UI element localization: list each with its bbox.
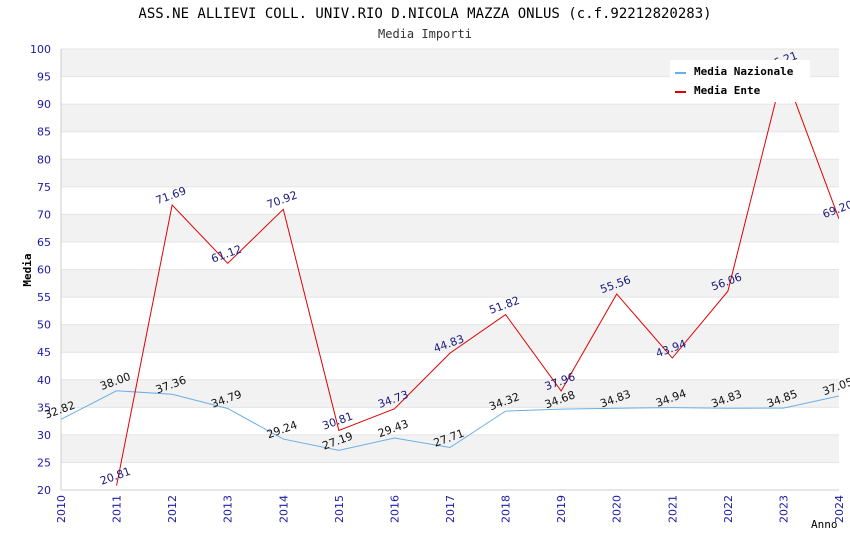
legend-label-nazionale: Media Nazionale bbox=[694, 65, 794, 78]
y-tick-label: 90 bbox=[37, 98, 51, 111]
x-tick-label: 2023 bbox=[777, 495, 790, 523]
x-tick-label: 2016 bbox=[388, 495, 401, 523]
y-tick-label: 85 bbox=[37, 126, 51, 139]
y-tick-label: 35 bbox=[37, 401, 51, 414]
y-tick-label: 80 bbox=[37, 153, 51, 166]
x-tick-label: 2021 bbox=[666, 495, 679, 523]
x-tick-label: 2019 bbox=[555, 495, 568, 523]
legend: Media Nazionale Media Ente bbox=[670, 60, 810, 102]
y-tick-label: 65 bbox=[37, 236, 51, 249]
y-axis-title: Media bbox=[21, 253, 34, 286]
x-tick-label: 2010 bbox=[55, 495, 68, 523]
y-tick-label: 55 bbox=[37, 291, 51, 304]
series-lines bbox=[61, 68, 839, 486]
y-tick-label: 60 bbox=[37, 264, 51, 277]
grid-band bbox=[61, 324, 839, 353]
x-axis-title: Anno bbox=[811, 518, 838, 531]
x-tick-label: 2024 bbox=[833, 495, 846, 523]
x-axis-ticks: 2010 2011 2012 2013 2014 2015 2016 2017 2018 2019… bbox=[55, 495, 846, 523]
grid-band bbox=[61, 434, 839, 463]
grid-band bbox=[61, 104, 839, 132]
grid-band bbox=[61, 269, 839, 298]
y-tick-label: 50 bbox=[37, 319, 51, 332]
legend-box bbox=[670, 60, 810, 102]
chart-subtitle: Media Importi bbox=[378, 27, 472, 41]
y-tick-label: 25 bbox=[37, 456, 51, 469]
grid-band bbox=[61, 186, 839, 215]
y-tick-label: 30 bbox=[37, 429, 51, 442]
grid-band bbox=[61, 297, 839, 325]
y-tick-label: 45 bbox=[37, 346, 51, 359]
grid-band bbox=[61, 131, 839, 160]
y-tick-label: 95 bbox=[37, 71, 51, 84]
series-line-media-ente bbox=[116, 68, 839, 486]
grid-band bbox=[61, 379, 839, 408]
grid-band bbox=[61, 159, 839, 187]
x-tick-label: 2022 bbox=[722, 495, 735, 523]
y-tick-label: 70 bbox=[37, 208, 51, 221]
x-tick-label: 2020 bbox=[611, 495, 624, 523]
y-tick-label: 20 bbox=[37, 484, 51, 497]
grid-bands bbox=[61, 49, 839, 490]
y-tick-label: 40 bbox=[37, 374, 51, 387]
grid-band bbox=[61, 352, 839, 380]
x-tick-label: 2014 bbox=[277, 495, 290, 523]
legend-label-ente: Media Ente bbox=[694, 84, 761, 97]
y-tick-label: 75 bbox=[37, 181, 51, 194]
grid-band bbox=[61, 462, 839, 490]
y-tick-label: 100 bbox=[30, 43, 51, 56]
grid-lines bbox=[61, 48, 839, 491]
chart-title: ASS.NE ALLIEVI COLL. UNIV.RIO D.NICOLA M… bbox=[138, 6, 712, 22]
series-line-media-nazionale bbox=[61, 390, 839, 451]
x-tick-label: 2017 bbox=[444, 495, 457, 523]
x-tick-label: 2018 bbox=[500, 495, 513, 523]
x-tick-label: 2011 bbox=[111, 495, 124, 523]
grid-band bbox=[61, 241, 839, 270]
y-axis-ticks: 20 25 30 35 40 45 50 55 60 65 70 75 80 85 90 95 100 bbox=[30, 43, 51, 497]
grid-band bbox=[61, 214, 839, 242]
x-tick-label: 2015 bbox=[333, 495, 346, 523]
x-tick-label: 2012 bbox=[166, 495, 179, 523]
grid-band bbox=[61, 407, 839, 435]
x-tick-label: 2013 bbox=[222, 495, 235, 523]
